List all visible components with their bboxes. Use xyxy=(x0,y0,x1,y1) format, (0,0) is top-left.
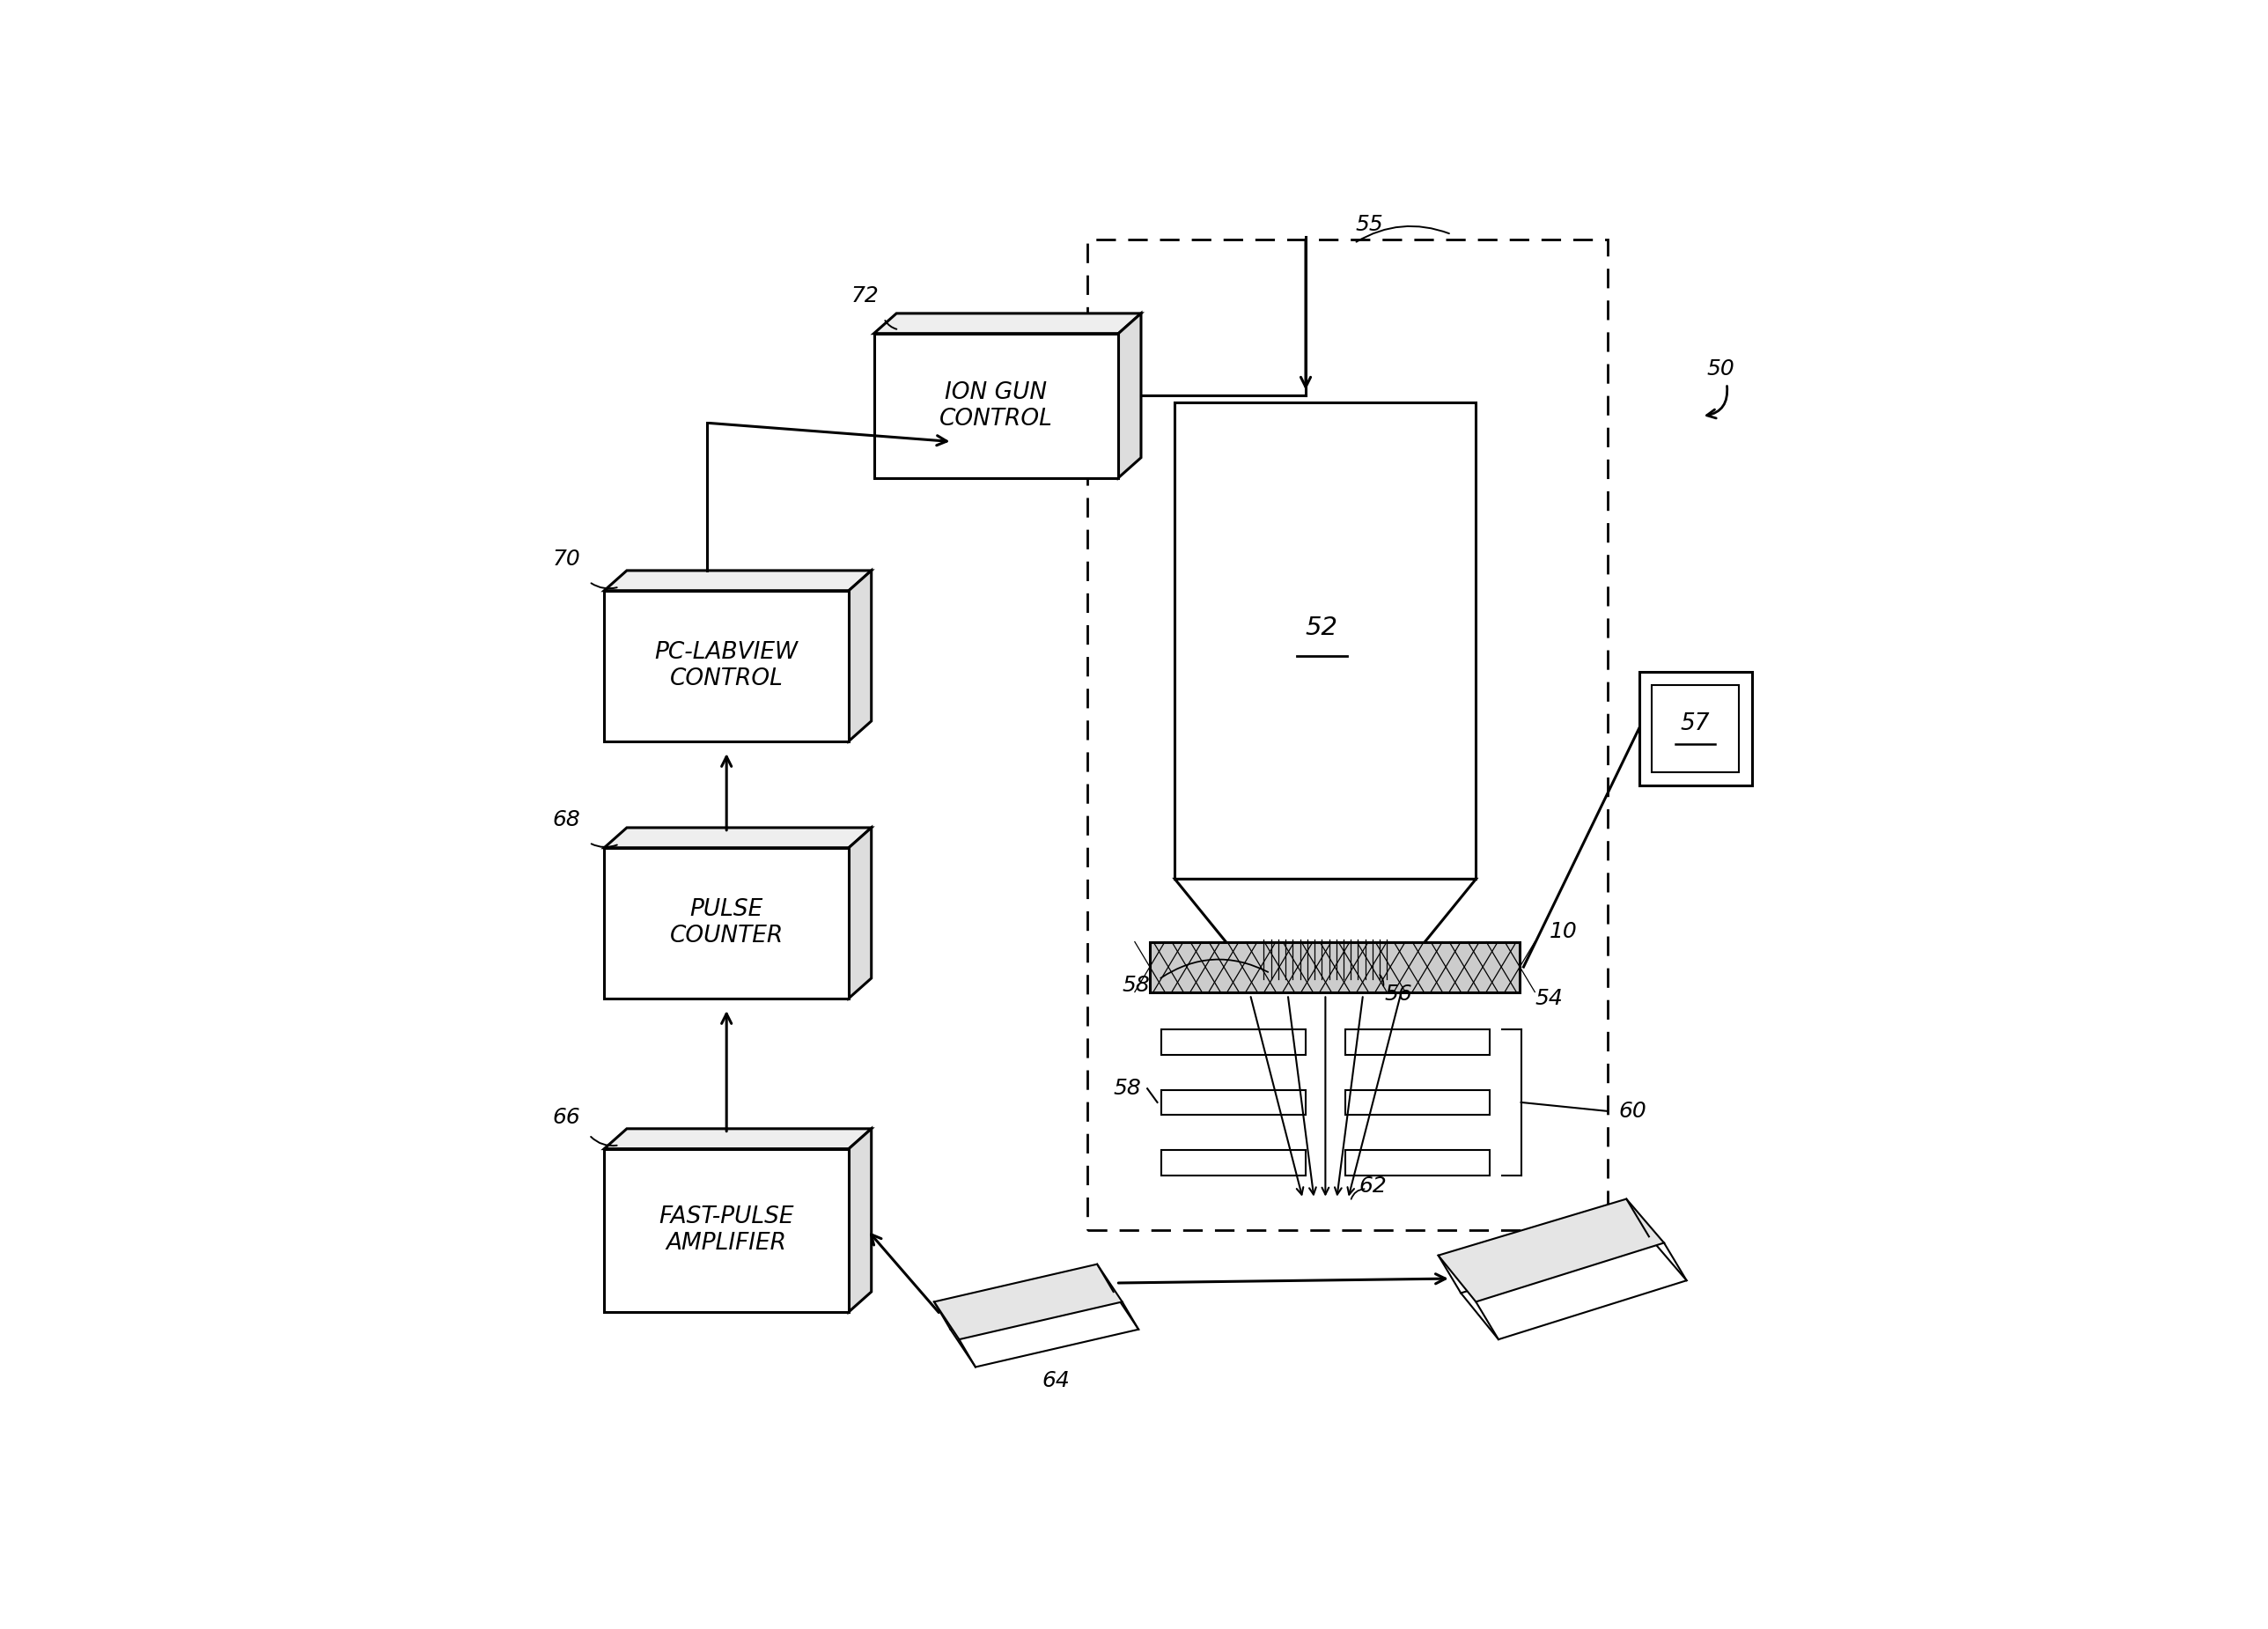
Polygon shape xyxy=(603,828,871,847)
Polygon shape xyxy=(1651,684,1740,772)
Text: 66: 66 xyxy=(553,1106,581,1127)
Text: 64: 64 xyxy=(1041,1370,1070,1391)
Polygon shape xyxy=(950,1292,1139,1367)
Polygon shape xyxy=(1161,1030,1306,1054)
Polygon shape xyxy=(1438,1199,1665,1302)
Polygon shape xyxy=(603,1148,848,1311)
Polygon shape xyxy=(603,847,848,999)
Text: 60: 60 xyxy=(1619,1101,1647,1122)
Polygon shape xyxy=(873,334,1118,477)
Text: 68: 68 xyxy=(553,810,581,831)
Polygon shape xyxy=(1345,1090,1490,1114)
Text: 58: 58 xyxy=(1123,976,1150,997)
Text: 54: 54 xyxy=(1535,987,1563,1008)
Text: PULSE
COUNTER: PULSE COUNTER xyxy=(669,898,782,948)
Polygon shape xyxy=(873,313,1141,334)
Text: 70: 70 xyxy=(553,549,581,570)
Polygon shape xyxy=(1161,1090,1306,1114)
Text: 56: 56 xyxy=(1383,984,1413,1005)
Text: 50: 50 xyxy=(1706,358,1735,380)
Polygon shape xyxy=(603,570,871,591)
Text: FAST-PULSE
AMPLIFIER: FAST-PULSE AMPLIFIER xyxy=(660,1205,794,1254)
Polygon shape xyxy=(603,591,848,741)
Polygon shape xyxy=(1175,880,1476,979)
Polygon shape xyxy=(1640,673,1751,785)
Polygon shape xyxy=(1118,313,1141,477)
Polygon shape xyxy=(1345,1150,1490,1175)
Text: 62: 62 xyxy=(1359,1176,1388,1197)
Text: 10: 10 xyxy=(1549,922,1579,942)
Polygon shape xyxy=(1461,1236,1687,1339)
Polygon shape xyxy=(848,570,871,741)
Polygon shape xyxy=(1161,1150,1306,1175)
Polygon shape xyxy=(1345,1030,1490,1054)
Text: 57: 57 xyxy=(1681,712,1710,735)
Text: 72: 72 xyxy=(850,285,880,306)
Text: 55: 55 xyxy=(1356,213,1383,235)
Text: PC-LABVIEW
CONTROL: PC-LABVIEW CONTROL xyxy=(655,642,798,691)
Polygon shape xyxy=(934,1264,1123,1339)
Polygon shape xyxy=(848,1129,871,1311)
Text: ION GUN
CONTROL: ION GUN CONTROL xyxy=(939,381,1052,430)
Polygon shape xyxy=(848,828,871,999)
Polygon shape xyxy=(1150,942,1520,992)
Text: 52: 52 xyxy=(1306,616,1338,640)
Polygon shape xyxy=(603,1129,871,1148)
Text: 58: 58 xyxy=(1114,1078,1141,1100)
Polygon shape xyxy=(1175,402,1476,880)
